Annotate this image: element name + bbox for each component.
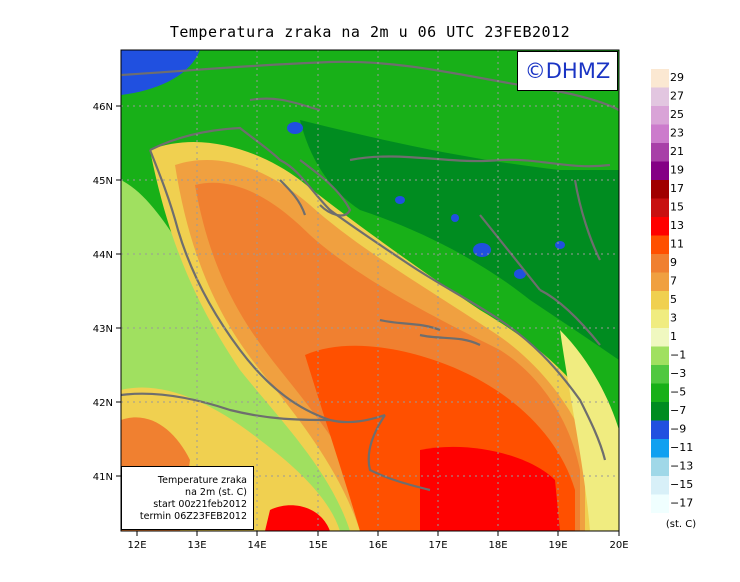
dhmz-logo: ©DHMZ (517, 51, 618, 91)
lat-label-43n: 43N (93, 324, 113, 335)
legend-label: 11 (670, 238, 684, 251)
legend-label: −5 (670, 386, 686, 399)
legend-label: 7 (670, 275, 677, 288)
legend-label: 15 (670, 201, 684, 214)
legend-label: 1 (670, 330, 677, 343)
legend-unit: (st. C) (666, 519, 696, 530)
legend-swatch (651, 272, 669, 291)
legend-swatch (651, 124, 669, 143)
axis-ticks (116, 105, 620, 536)
legend-label: 25 (670, 108, 684, 121)
legend-label: 5 (670, 293, 677, 306)
map-title: Temperatura zraka na 2m u 06 UTC 23FEB20… (169, 23, 571, 41)
legend-label: 19 (670, 164, 684, 177)
legend-swatch (651, 87, 669, 106)
legend-swatch (651, 402, 669, 421)
legend-swatch (651, 476, 669, 495)
legend-swatch (651, 198, 669, 217)
legend-label: −11 (670, 441, 693, 454)
legend-label: 29 (670, 71, 684, 84)
legend-label: −3 (670, 367, 686, 380)
lon-label-14e: 14E (247, 540, 266, 551)
legend-swatch (651, 235, 669, 254)
lon-label-15e: 15E (308, 540, 327, 551)
legend-label: 27 (670, 90, 684, 103)
lat-label-42n: 42N (93, 398, 113, 409)
lon-label-16e: 16E (368, 540, 387, 551)
legend-label: −15 (670, 478, 693, 491)
legend-swatch (651, 328, 669, 347)
legend-swatch (651, 106, 669, 125)
lon-label-20e: 20E (609, 540, 628, 551)
latitude-labels: 46N 45N 44N 43N 42N 41N (93, 102, 113, 483)
graticule (121, 50, 619, 531)
info-line-4: termin 06Z23FEB2012 (139, 511, 247, 522)
legend-swatch (651, 309, 669, 328)
info-line-1: Temperature zraka (157, 475, 247, 486)
legend-swatch (651, 180, 669, 199)
legend-swatch (651, 439, 669, 458)
legend-label: −17 (670, 497, 693, 510)
color-legend: 29 27 25 23 21 19 17 15 13 11 9 7 5 3 1 −1 −3 −5 −7 −9 −11 −1… (651, 69, 693, 513)
legend-swatch (651, 217, 669, 236)
legend-label: 23 (670, 127, 684, 140)
legend-swatch (651, 291, 669, 310)
lat-label-45n: 45N (93, 176, 113, 187)
legend-swatch (651, 161, 669, 180)
legend-swatch (651, 254, 669, 273)
legend-label: −9 (670, 423, 686, 436)
legend-label: −7 (670, 404, 686, 417)
legend-swatch (651, 69, 669, 88)
legend-label: −13 (670, 460, 693, 473)
lon-label-19e: 19E (548, 540, 567, 551)
info-line-2: na 2m (st. C) (185, 487, 247, 498)
lon-label-17e: 17E (428, 540, 447, 551)
legend-label: 3 (670, 312, 677, 325)
legend-swatch (651, 383, 669, 402)
legend-swatch (651, 365, 669, 384)
lat-label-41n: 41N (93, 472, 113, 483)
legend-swatch (651, 457, 669, 476)
coastline (121, 60, 619, 492)
map-frame (120, 49, 620, 532)
legend-label: −1 (670, 349, 686, 362)
legend-label: 13 (670, 219, 684, 232)
lat-label-44n: 44N (93, 250, 113, 261)
temperature-field (121, 50, 619, 531)
legend-label: 21 (670, 145, 684, 158)
legend-label: 17 (670, 182, 684, 195)
legend-label: 9 (670, 256, 677, 269)
legend-swatch (651, 420, 669, 439)
lon-label-12e: 12E (127, 540, 146, 551)
lon-label-13e: 13E (187, 540, 206, 551)
lon-label-18e: 18E (488, 540, 507, 551)
info-line-3: start 00z21feb2012 (153, 499, 247, 510)
legend-swatch (651, 346, 669, 365)
forecast-info-box: Temperature zraka na 2m (st. C) start 00… (121, 466, 254, 530)
legend-swatch (651, 143, 669, 162)
legend-swatch (651, 494, 669, 513)
lat-label-46n: 46N (93, 102, 113, 113)
longitude-labels: 12E 13E 14E 15E 16E 17E 18E 19E 20E (127, 540, 628, 551)
